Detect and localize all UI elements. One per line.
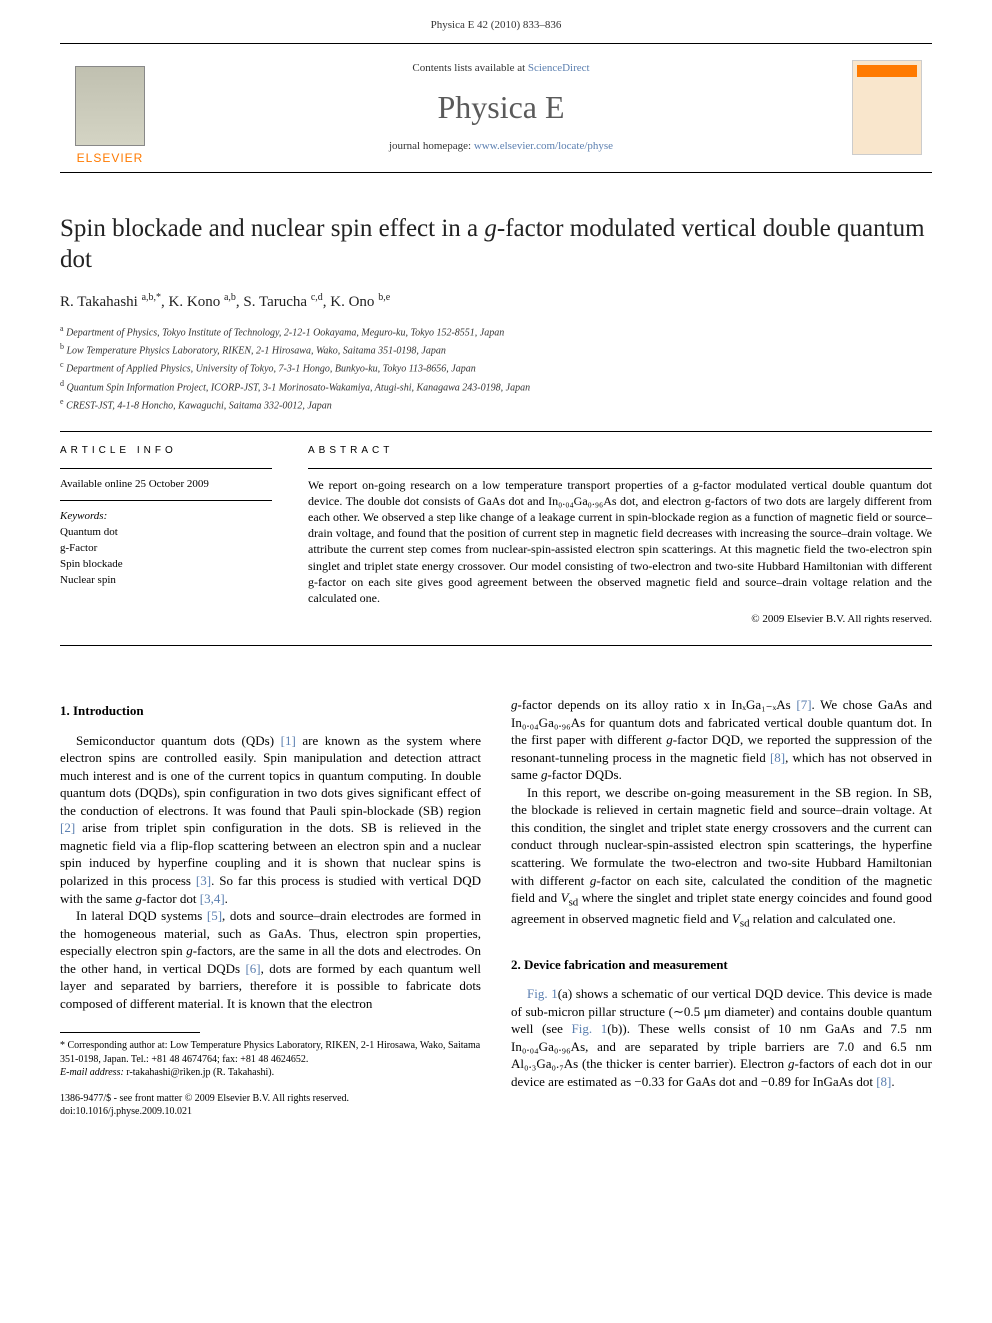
affiliation-item: b Low Temperature Physics Laboratory, RI… xyxy=(60,341,932,358)
affiliation-item: e CREST-JST, 4-1-8 Honcho, Kawaguchi, Sa… xyxy=(60,396,932,413)
journal-masthead: ELSEVIER Contents lists available at Sci… xyxy=(60,43,932,173)
journal-name: Physica E xyxy=(160,86,842,129)
section-2-heading: 2. Device fabrication and measurement xyxy=(511,956,932,974)
publisher-name: ELSEVIER xyxy=(77,150,144,166)
article-info-heading: ARTICLE INFO xyxy=(60,444,272,458)
abstract-block: ABSTRACT We report on-going research on … xyxy=(290,432,932,645)
divider xyxy=(60,500,272,501)
affiliation-item: d Quantum Spin Information Project, ICOR… xyxy=(60,378,932,395)
title-part-1: Spin blockade and nuclear spin effect in… xyxy=(60,215,484,242)
info-abstract-row: ARTICLE INFO Available online 25 October… xyxy=(60,431,932,646)
front-matter-meta: 1386-9477/$ - see front matter © 2009 El… xyxy=(60,1092,481,1118)
keywords-list: Quantum dotg-FactorSpin blockadeNuclear … xyxy=(60,525,272,587)
body-paragraph: Fig. 1(a) shows a schematic of our verti… xyxy=(511,985,932,1090)
publisher-logo-block: ELSEVIER xyxy=(60,44,160,172)
corresponding-email: r-takahashi@riken.jp (R. Takahashi). xyxy=(126,1067,274,1078)
affiliation-list: a Department of Physics, Tokyo Institute… xyxy=(60,323,932,414)
footnote-block: * Corresponding author at: Low Temperatu… xyxy=(60,1039,481,1080)
masthead-center: Contents lists available at ScienceDirec… xyxy=(160,44,842,172)
abstract-heading: ABSTRACT xyxy=(308,444,932,458)
journal-cover-icon xyxy=(852,60,922,155)
divider xyxy=(60,468,272,469)
corresponding-author-note: * Corresponding author at: Low Temperatu… xyxy=(60,1039,481,1066)
keyword-item: Quantum dot xyxy=(60,525,272,540)
email-line: E-mail address: r-takahashi@riken.jp (R.… xyxy=(60,1066,481,1080)
affiliation-item: c Department of Applied Physics, Univers… xyxy=(60,359,932,376)
body-paragraph: g-factor depends on its alloy ratio x in… xyxy=(511,696,932,784)
homepage-prefix: journal homepage: xyxy=(389,140,474,152)
doi-line: doi:10.1016/j.physe.2009.10.021 xyxy=(60,1105,481,1118)
available-online-date: Available online 25 October 2009 xyxy=(60,477,272,492)
email-label: E-mail address: xyxy=(60,1067,124,1078)
section-1-heading: 1. Introduction xyxy=(60,702,481,720)
sciencedirect-link[interactable]: ScienceDirect xyxy=(528,62,590,74)
body-paragraph: In this report, we describe on-going mea… xyxy=(511,784,932,932)
keywords-label: Keywords: xyxy=(60,509,272,524)
abstract-copyright: © 2009 Elsevier B.V. All rights reserved… xyxy=(308,612,932,627)
article-info-block: ARTICLE INFO Available online 25 October… xyxy=(60,432,290,645)
abstract-text: We report on-going research on a low tem… xyxy=(308,477,932,607)
body-paragraph: Semiconductor quantum dots (QDs) [1] are… xyxy=(60,732,481,907)
journal-homepage-line: journal homepage: www.elsevier.com/locat… xyxy=(160,139,842,154)
elsevier-tree-icon xyxy=(75,66,145,146)
running-header: Physica E 42 (2010) 833–836 xyxy=(0,0,992,43)
body-paragraph: In lateral DQD systems [5], dots and sou… xyxy=(60,907,481,1012)
article-title: Spin blockade and nuclear spin effect in… xyxy=(60,213,932,276)
cover-thumbnail-block xyxy=(842,44,932,172)
issn-copyright-line: 1386-9477/$ - see front matter © 2009 El… xyxy=(60,1092,481,1105)
keyword-item: g-Factor xyxy=(60,541,272,556)
body-two-column: 1. Introduction Semiconductor quantum do… xyxy=(60,696,932,1118)
title-ital-g: g xyxy=(484,215,497,242)
contents-prefix: Contents lists available at xyxy=(412,62,527,74)
keyword-item: Nuclear spin xyxy=(60,573,272,588)
affiliation-item: a Department of Physics, Tokyo Institute… xyxy=(60,323,932,340)
contents-available-line: Contents lists available at ScienceDirec… xyxy=(160,61,842,76)
divider xyxy=(308,468,932,469)
author-list: R. Takahashi a,b,*, K. Kono a,b, S. Taru… xyxy=(60,291,932,312)
keyword-item: Spin blockade xyxy=(60,557,272,572)
journal-homepage-link[interactable]: www.elsevier.com/locate/physe xyxy=(474,140,613,152)
footnote-rule xyxy=(60,1032,200,1033)
